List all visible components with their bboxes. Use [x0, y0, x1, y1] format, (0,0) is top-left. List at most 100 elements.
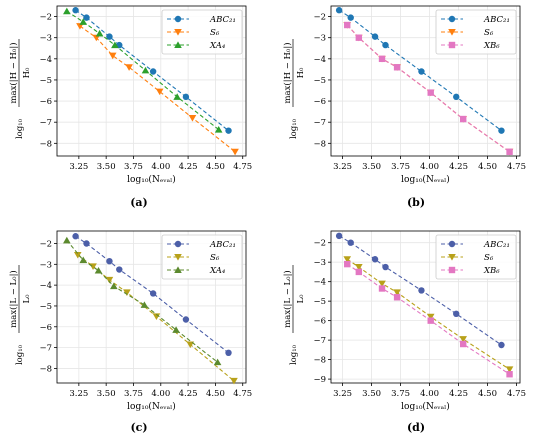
legend-label: ABC₂₁ [209, 15, 236, 25]
data-point [347, 14, 354, 21]
y-tick-label: −9 [313, 375, 326, 385]
y-axis-label: log₁₀ max(|L − L₀|) L₀ [8, 265, 32, 365]
data-point [371, 33, 379, 40]
x-tick-label: 3.25 [333, 389, 352, 399]
series-1 [73, 251, 238, 385]
x-tick-label: 4.00 [151, 162, 170, 172]
data-point [355, 264, 363, 271]
x-tick-label: 4.75 [233, 389, 252, 399]
x-tick-label: 4.25 [179, 389, 198, 399]
data-point [73, 251, 82, 259]
data-point [453, 93, 460, 101]
x-tick-label: 3.75 [124, 162, 143, 172]
data-point [231, 148, 239, 156]
y-axis-label-prefix: log₁₀ [15, 344, 25, 365]
data-point [498, 341, 505, 349]
plot-frame [330, 5, 521, 157]
x-tick-label: 4.50 [206, 162, 225, 172]
data-point [427, 317, 434, 324]
x-tick-label: 4.50 [206, 389, 225, 399]
data-point [123, 289, 131, 297]
legend-marker [174, 254, 182, 261]
x-tick-label: 3.25 [69, 162, 88, 172]
plot-frame [56, 230, 247, 384]
data-point [393, 289, 401, 296]
x-tick-label: 4.75 [507, 162, 526, 172]
legend-label: S₆ [210, 253, 220, 263]
data-point [105, 276, 114, 284]
x-tick-label: 4.75 [233, 162, 252, 172]
legend-label: XB₆ [483, 266, 500, 276]
y-axis-label: log₁₀ max(|H − H₀|) H₀ [8, 39, 32, 139]
x-tick-label: 4.50 [478, 389, 497, 399]
y-tick-label: −7 [39, 118, 52, 128]
y-tick-label: −5 [313, 297, 326, 307]
y-axis-label: log₁₀ max(|H − H₀|) H₀ [282, 39, 306, 139]
data-point [182, 93, 190, 101]
legend: ABC₂₁ S₆ XB₆ [435, 9, 517, 55]
series-2 [344, 21, 513, 155]
series-0 [72, 233, 232, 357]
legend-label: S₆ [210, 28, 220, 38]
x-tick-label: 3.75 [124, 389, 143, 399]
data-point [141, 66, 150, 74]
x-tick-label: 3.50 [97, 389, 116, 399]
y-tick-label: −8 [313, 356, 326, 366]
data-point [225, 349, 232, 357]
data-point [213, 358, 222, 366]
data-point [453, 310, 460, 318]
x-axis-label: log₁₀(Nₑᵥₐₗ) [401, 401, 450, 412]
data-point [225, 127, 232, 134]
data-point [344, 21, 351, 29]
data-point [343, 256, 352, 263]
data-point [116, 266, 123, 273]
series-1 [76, 23, 239, 156]
chart-panel-c: 3.25 3.50 3.75 4.00 4.25 4.50 4.75 −2 −3 −4 −5 −6 −7… [8, 230, 252, 412]
legend-marker [448, 254, 456, 261]
y-tick-label: −8 [39, 364, 52, 374]
y-tick-label: −6 [39, 323, 52, 333]
data-point [182, 316, 190, 323]
data-point [106, 257, 113, 265]
x-tick-label: 3.50 [97, 162, 116, 172]
x-tick-label: 3.50 [362, 162, 381, 172]
legend: ABC₂₁ S₆ XB₆ [435, 234, 517, 280]
data-point [355, 34, 363, 41]
x-tick-label: 3.25 [69, 389, 88, 399]
y-tick-label: −5 [313, 76, 326, 86]
data-point [378, 280, 386, 288]
y-axis-label-numerator: max(|H − H₀|) [8, 42, 19, 103]
data-point [459, 340, 467, 348]
chart-panel-d: 3.25 3.50 3.75 4.00 4.25 4.50 4.75 −2 −3 −4 −5 −6 −7… [282, 230, 526, 412]
legend-label: S₆ [484, 253, 494, 263]
legend-marker [174, 240, 182, 248]
data-point [344, 260, 351, 268]
plot-frame [56, 5, 247, 157]
caption-c: (c) [130, 421, 148, 434]
data-point [371, 256, 379, 263]
legend-marker [174, 266, 182, 273]
data-point [72, 233, 79, 240]
data-point [149, 68, 157, 75]
x-tick-label: 4.25 [449, 162, 468, 172]
y-tick-label: −6 [39, 97, 52, 107]
legend-marker [174, 41, 182, 48]
x-tick-label: 4.75 [507, 389, 526, 399]
data-point [393, 294, 401, 301]
chart-panel-b: 3.25 3.50 3.75 4.00 4.25 4.50 4.75 −2 −3 −4 −5 −6 −7… [282, 5, 526, 185]
data-point [335, 232, 343, 240]
y-tick-label: −4 [39, 55, 52, 65]
legend-label: XA₄ [209, 266, 226, 276]
caption-b: (b) [406, 196, 426, 209]
data-point [110, 282, 118, 290]
legend: ABC₂₁ S₆ XA₄ [161, 234, 243, 280]
x-tick-label: 4.00 [420, 162, 439, 172]
data-point [79, 256, 88, 264]
y-tick-label: −2 [39, 239, 52, 249]
x-tick-label: 4.00 [420, 389, 439, 399]
legend-marker [448, 240, 456, 248]
data-point [72, 7, 79, 14]
legend-label: ABC₂₁ [483, 240, 510, 250]
data-point [125, 64, 133, 71]
x-tick-label: 4.50 [478, 162, 497, 172]
